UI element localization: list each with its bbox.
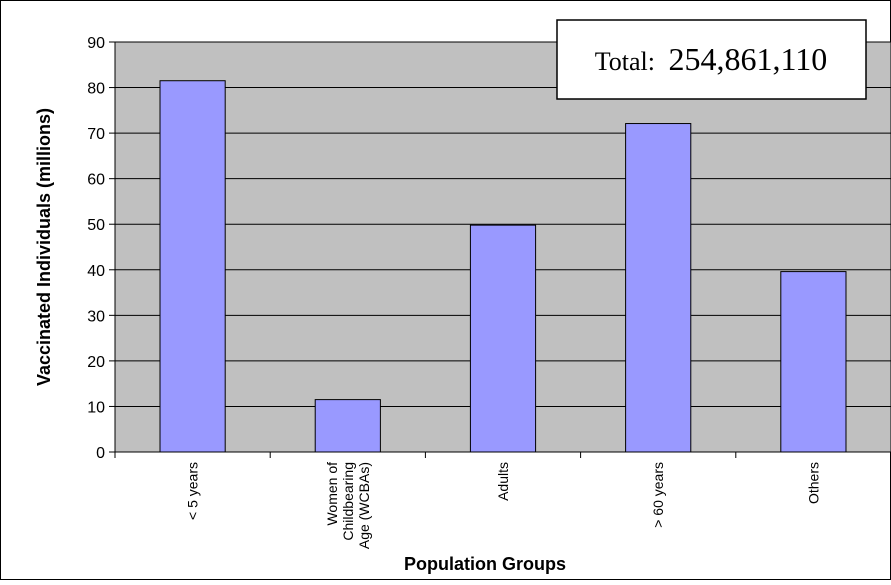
total-annotation-box xyxy=(556,19,867,100)
x-category-label-line: Others xyxy=(805,462,821,504)
y-tick-label: 80 xyxy=(87,81,105,98)
x-category-label-line: Childbearing xyxy=(340,462,356,541)
y-tick-label: 60 xyxy=(87,172,105,189)
x-category-label: > 60 years xyxy=(650,462,666,528)
total-annotation-text: Total: 254,861,110 xyxy=(595,41,828,77)
x-category-label-line: Women of xyxy=(324,462,340,526)
x-category-label-line: > 60 years xyxy=(650,462,666,528)
bar xyxy=(469,224,537,453)
x-category-label-line: < 5 years xyxy=(185,462,201,520)
bar xyxy=(625,123,692,453)
bar xyxy=(159,80,226,453)
y-tick-label: 70 xyxy=(87,126,105,143)
bars xyxy=(159,80,847,453)
y-tick-label: 10 xyxy=(87,399,105,416)
y-tick-labels: 0 10 20 30 40 50 60 70 80 90 xyxy=(87,35,105,462)
y-tick-label: 40 xyxy=(87,263,105,280)
y-tick-label: 0 xyxy=(96,445,105,462)
axes xyxy=(109,41,891,458)
y-tick-label: 50 xyxy=(87,217,105,234)
x-category-label: Women ofChildbearingAge (WCBAs) xyxy=(324,462,372,549)
x-category-labels: < 5 years Women ofChildbearingAge (WCBAs)… xyxy=(185,462,822,549)
x-category-label: < 5 years xyxy=(185,462,201,520)
y-tick-label: 30 xyxy=(87,308,105,325)
bar xyxy=(314,399,381,453)
x-category-label-line: Age (WCBAs) xyxy=(356,462,372,549)
x-axis-title: Population Groups xyxy=(404,554,566,574)
y-tick-label: 20 xyxy=(87,354,105,371)
total-value: 254,861,110 xyxy=(668,41,827,77)
x-category-label: Adults xyxy=(495,462,511,501)
total-label: Total: xyxy=(595,47,655,76)
y-axis-title: Vaccinated Individuals (millions) xyxy=(34,108,54,386)
total-annotation: Total: 254,861,110 xyxy=(556,19,867,100)
bar xyxy=(780,271,847,453)
x-category-label-line: Adults xyxy=(495,462,511,501)
x-category-label: Others xyxy=(805,462,821,504)
y-tick-label: 90 xyxy=(87,35,105,52)
